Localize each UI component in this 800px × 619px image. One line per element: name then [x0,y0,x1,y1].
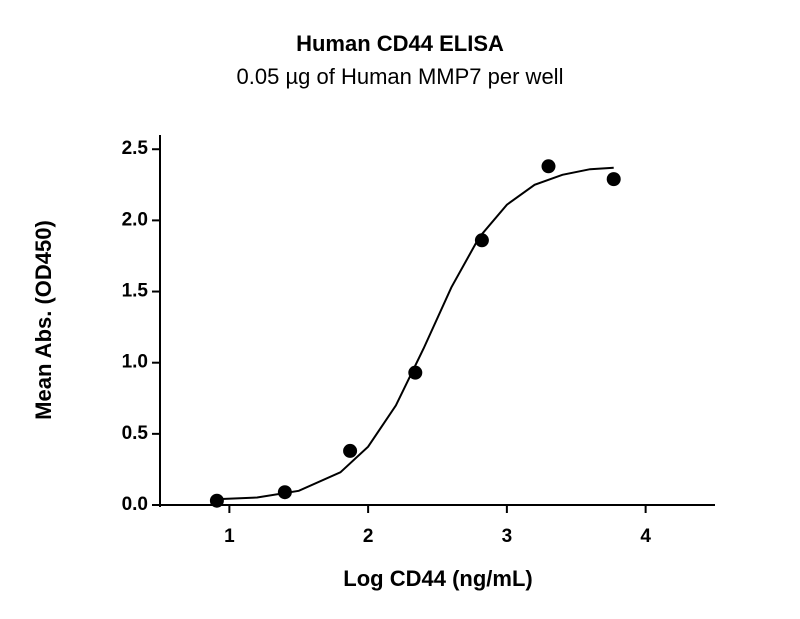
x-tick-label: 1 [224,526,235,547]
fit-curve [215,166,614,501]
chart-subtitle: 0.05 µg of Human MMP7 per well [237,64,564,89]
y-tick-label: 0.0 [122,494,148,515]
data-point [606,172,621,187]
y-tick-label: 0.5 [122,423,149,444]
y-tick-label: 2.0 [122,209,148,230]
data-point [541,159,556,174]
y-tick-label: 2.5 [122,138,149,159]
x-tick-label: 3 [502,526,513,547]
x-tick-label: 2 [363,526,374,547]
y-axis-label: Mean Abs. (OD450) [31,220,56,420]
y-tick-label: 1.5 [122,281,149,302]
data-point [343,443,358,458]
x-axis-label: Log CD44 (ng/mL) [343,566,532,591]
data-point [209,493,224,508]
chart-title: Human CD44 ELISA [296,31,504,56]
x-tick-label: 4 [640,526,651,547]
data-point [277,485,292,500]
y-tick-label: 1.0 [122,352,148,373]
data-point [474,233,489,248]
data-point [408,365,423,380]
